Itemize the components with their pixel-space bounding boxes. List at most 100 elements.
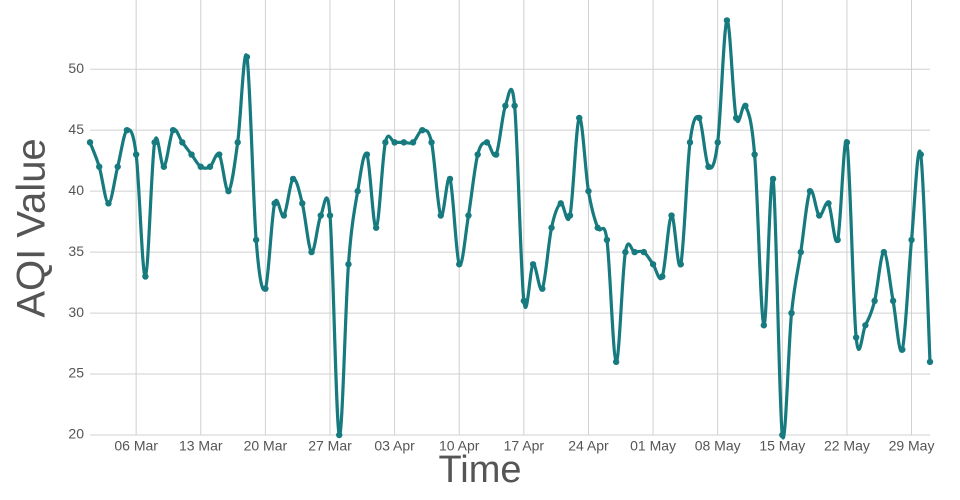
data-point <box>437 212 444 219</box>
data-point <box>742 102 749 109</box>
data-point <box>474 151 481 158</box>
data-point <box>797 248 804 256</box>
data-point <box>585 187 592 195</box>
data-point <box>160 163 168 170</box>
x-tick-label: 27 Mar <box>308 438 352 454</box>
data-point <box>400 139 408 146</box>
data-point <box>326 212 334 219</box>
data-point <box>105 200 112 207</box>
data-point <box>86 139 94 146</box>
data-point <box>132 151 140 158</box>
y-tick-label: 35 <box>68 243 84 259</box>
data-point <box>557 200 564 207</box>
data-point <box>788 309 795 317</box>
data-point <box>151 139 158 146</box>
x-tick-label: 06 Mar <box>114 438 158 454</box>
x-tick-label: 10 Apr <box>439 438 480 454</box>
data-point <box>308 248 315 256</box>
y-tick-label: 25 <box>68 365 84 381</box>
data-point <box>880 248 888 256</box>
y-tick-label: 45 <box>68 121 84 137</box>
data-point <box>142 273 149 280</box>
data-point <box>483 139 491 146</box>
data-point <box>520 297 528 305</box>
data-point <box>908 236 915 244</box>
data-point <box>631 248 638 256</box>
x-axis-label: Time <box>438 449 521 491</box>
data-point <box>419 126 426 134</box>
x-tick-label: 29 May <box>889 438 935 454</box>
data-point <box>197 163 204 170</box>
data-point <box>889 297 897 305</box>
data-point <box>696 114 703 122</box>
data-point <box>862 322 869 329</box>
data-point <box>502 102 509 109</box>
data-point <box>345 261 352 268</box>
data-point <box>659 273 666 280</box>
data-point <box>428 139 435 146</box>
data-point <box>594 224 601 231</box>
data-point <box>539 285 546 292</box>
data-point <box>576 114 583 122</box>
data-point <box>834 236 841 244</box>
data-point <box>825 200 832 207</box>
data-point <box>123 126 131 134</box>
data-point <box>465 212 472 219</box>
data-point <box>529 261 537 268</box>
x-tick-label: 08 May <box>695 438 741 454</box>
data-point <box>843 139 851 146</box>
data-point <box>446 175 454 183</box>
data-point <box>566 212 574 219</box>
y-tick-label: 30 <box>68 304 84 320</box>
data-point <box>769 175 777 183</box>
data-point <box>382 139 389 146</box>
data-point <box>548 224 555 231</box>
data-point <box>391 139 398 146</box>
data-point <box>114 163 121 170</box>
data-point <box>779 431 786 439</box>
data-point <box>262 285 269 292</box>
data-point <box>612 358 620 366</box>
data-point <box>206 163 214 170</box>
data-point <box>252 236 260 244</box>
y-tick-label: 50 <box>68 60 84 76</box>
data-point <box>363 151 371 158</box>
data-point <box>852 334 860 341</box>
y-axis-label: AQI Value <box>10 138 54 317</box>
data-point <box>732 114 740 122</box>
data-point <box>317 212 324 219</box>
data-point <box>271 200 278 207</box>
x-tick-label: 22 May <box>824 438 870 454</box>
data-point <box>234 139 241 146</box>
y-tick-label: 20 <box>68 426 84 442</box>
data-point <box>686 139 694 146</box>
data-point <box>456 261 463 268</box>
data-point <box>649 261 657 268</box>
x-tick-label: 15 May <box>759 438 805 454</box>
data-point <box>668 212 675 219</box>
data-point <box>603 236 611 244</box>
y-tick-label: 40 <box>68 182 84 198</box>
x-tick-label: 01 May <box>630 438 676 454</box>
data-point <box>289 175 297 183</box>
data-point <box>640 248 648 256</box>
data-point <box>280 212 288 219</box>
data-point <box>336 431 343 439</box>
data-point <box>169 126 177 134</box>
data-point <box>216 151 223 158</box>
x-tick-label: 17 Apr <box>504 438 545 454</box>
data-point <box>899 346 906 353</box>
x-tick-label: 03 Apr <box>374 438 415 454</box>
data-line <box>88 18 932 440</box>
data-point <box>723 17 731 24</box>
data-point <box>816 212 823 219</box>
data-point <box>926 358 934 366</box>
data-point <box>751 151 758 158</box>
data-point <box>622 248 629 256</box>
x-tick-label: 24 Apr <box>568 438 609 454</box>
data-point <box>96 163 103 170</box>
data-point <box>677 261 684 268</box>
data-point <box>372 224 380 231</box>
data-point <box>492 151 500 158</box>
